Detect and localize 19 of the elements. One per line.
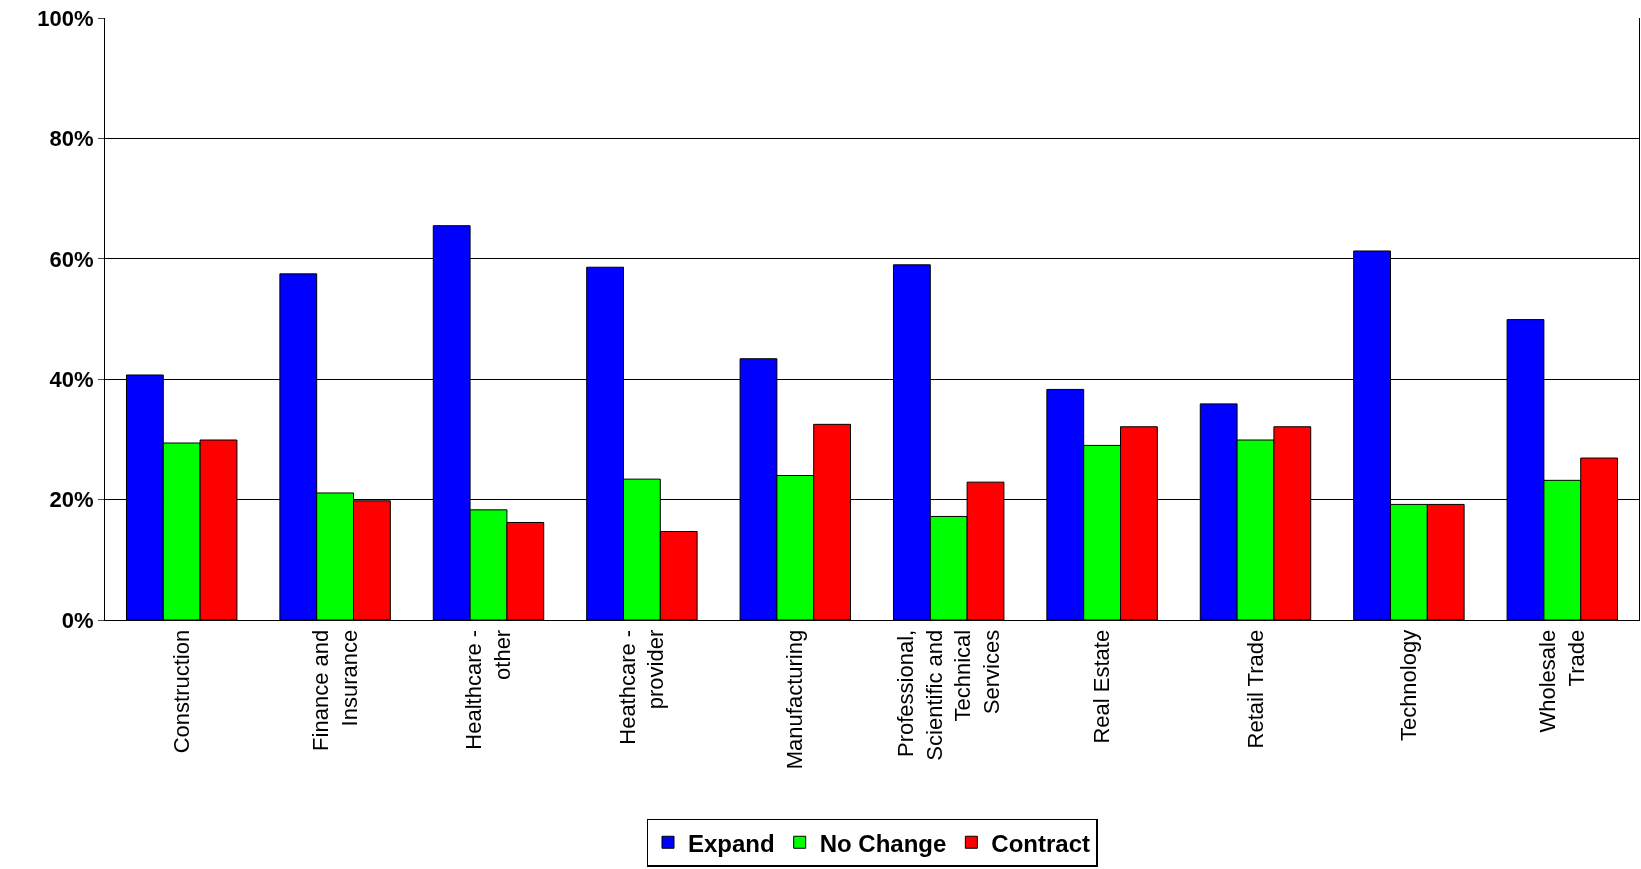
x-tick-label: Retail Trade (1242, 629, 1268, 749)
y-tick-label: 20% (49, 487, 94, 513)
x-tick-label: Construction (168, 629, 194, 754)
x-tick-label: Technology (1396, 629, 1422, 742)
x-tick-label: Manufacturing (782, 629, 808, 770)
x-tick-label: Heathcare - provider (614, 629, 669, 745)
y-tick-label: 60% (49, 246, 94, 272)
legend-label: Expand (688, 829, 775, 857)
legend-label: Contract (991, 829, 1091, 857)
y-tick-label: 0% (61, 607, 94, 633)
legend-label: No Change (819, 829, 947, 857)
y-tick-label: 100% (37, 5, 94, 31)
y-tick-label: 80% (49, 126, 94, 152)
x-tick-label: Healthcare - other (461, 629, 515, 750)
x-tick-label: Real Estate (1089, 629, 1115, 744)
x-tick-label: Finance and Insurance (307, 629, 362, 751)
x-tick-label: Professional, Scientific and Technical Services (892, 629, 1004, 761)
y-tick-label: 40% (49, 366, 94, 392)
x-tick-label: Wholesale Trade (1535, 629, 1589, 733)
